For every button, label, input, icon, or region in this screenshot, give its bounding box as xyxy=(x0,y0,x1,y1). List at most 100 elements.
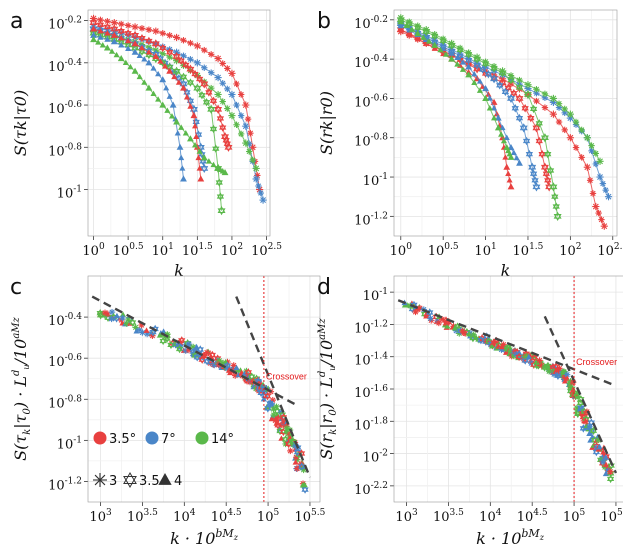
star-marker xyxy=(228,112,236,120)
series-line xyxy=(93,30,257,169)
hexagram-marker xyxy=(123,471,137,489)
tick-exp-part: 2 xyxy=(576,242,582,252)
hexagram-up xyxy=(553,211,562,219)
tick-exp-part: -0.8 xyxy=(65,394,83,404)
tick-exp-part: 5 xyxy=(273,508,279,518)
star-stroke xyxy=(224,65,230,72)
y-tick-label: 10-0.8 xyxy=(48,394,82,411)
hexagram-down xyxy=(248,374,256,381)
tick-exp-part: -1.6 xyxy=(371,384,389,394)
hexagram-down xyxy=(205,90,213,97)
hexagram-marker xyxy=(515,93,524,104)
tick-exp-part: 3 xyxy=(412,508,418,518)
tick-exp-part: 4.5 xyxy=(227,508,242,518)
triangle-marker xyxy=(152,52,160,59)
triangle-marker xyxy=(90,35,97,43)
star-marker xyxy=(207,69,215,76)
y-tick-label: 10-1.6 xyxy=(354,384,388,401)
star-stroke xyxy=(516,77,523,83)
star-marker xyxy=(252,175,260,183)
hexagram-marker xyxy=(431,31,439,41)
star-stroke xyxy=(287,448,293,454)
star-stroke xyxy=(94,474,106,486)
tick-exp-part: -1 xyxy=(73,435,82,445)
x-tick-label: 102 xyxy=(221,242,243,259)
star-marker xyxy=(187,39,194,47)
hexagram-down xyxy=(178,338,186,345)
legend-color-label: 14° xyxy=(211,432,234,447)
triangle-marker xyxy=(292,459,299,465)
hexagram-down xyxy=(208,352,216,360)
tick-exp-part: -1 xyxy=(379,172,388,182)
hexagram-up xyxy=(172,51,181,59)
hexagram-marker xyxy=(521,104,529,113)
x-tick-label: 103 xyxy=(89,508,112,525)
hexagram-up xyxy=(284,439,293,447)
triangle-marker xyxy=(498,131,505,137)
series-3-5-q-3-5 xyxy=(89,18,233,152)
legend-shape-label: 3.5 xyxy=(139,474,160,489)
hexagram-marker xyxy=(535,136,543,146)
star-marker xyxy=(214,73,222,82)
hexagram-marker xyxy=(538,149,546,159)
hexagram-marker xyxy=(552,362,560,371)
star-marker xyxy=(242,122,250,130)
hexagram-up xyxy=(219,123,227,130)
star-marker xyxy=(592,202,600,211)
star-stroke xyxy=(167,32,173,38)
hexagram-marker xyxy=(521,356,529,365)
hexagram-marker xyxy=(191,69,199,79)
star-marker xyxy=(138,25,146,32)
y-tick-label: 10-0.8 xyxy=(48,142,82,159)
hexagram-up xyxy=(131,30,140,38)
star-stroke xyxy=(579,127,585,133)
triangle-marker xyxy=(95,39,102,45)
hexagram-marker xyxy=(166,48,174,57)
star-marker xyxy=(246,148,253,155)
hexagram-up xyxy=(521,104,529,111)
hexagram-down xyxy=(179,81,188,89)
star-stroke xyxy=(111,19,118,26)
star-stroke xyxy=(242,102,249,108)
tick-base-part: 10 xyxy=(513,244,530,259)
star-marker xyxy=(516,76,523,84)
star-stroke xyxy=(215,91,222,98)
star-stroke xyxy=(232,372,238,379)
hexagram-down xyxy=(431,34,439,41)
hexagram-down xyxy=(529,171,538,178)
star-marker xyxy=(201,64,208,71)
y-tick-label: 10-1 xyxy=(363,287,388,304)
tick-exp-part: -0.4 xyxy=(65,58,83,68)
star-stroke xyxy=(216,358,223,364)
hexagram-down xyxy=(145,38,153,46)
legend-color-swatch xyxy=(145,431,159,445)
y-title-part: u xyxy=(328,366,337,371)
hexagram-up xyxy=(196,74,204,82)
hexagram-marker xyxy=(202,98,211,107)
star-marker xyxy=(237,130,245,138)
star-stroke xyxy=(238,91,244,98)
y-tick-label-text: 10-1 xyxy=(57,435,82,452)
y-tick-label-text: 10-0.8 xyxy=(48,142,82,159)
star-stroke xyxy=(250,157,256,163)
panel-letter: a xyxy=(10,9,23,34)
x-tick-label-text: 102 xyxy=(221,242,243,259)
star-stroke xyxy=(600,459,606,465)
hexagram-down xyxy=(529,106,538,114)
triangle-marker xyxy=(175,79,182,85)
triangle-marker xyxy=(431,45,438,51)
hexagram-up xyxy=(202,98,211,105)
hexagram-down xyxy=(405,21,413,28)
triangle-marker xyxy=(125,37,132,44)
tick-base-part: 10 xyxy=(354,17,371,32)
triangle-marker xyxy=(301,481,308,488)
tick-base-part: 10 xyxy=(363,174,380,189)
hexagram-marker xyxy=(531,176,539,185)
star-stroke xyxy=(108,316,115,322)
hexagram-up xyxy=(186,78,195,85)
star-marker xyxy=(572,144,580,151)
triangle-marker xyxy=(174,130,181,136)
triangle-marker xyxy=(195,154,202,161)
star-marker xyxy=(249,156,256,164)
hexagram-marker xyxy=(103,22,112,32)
